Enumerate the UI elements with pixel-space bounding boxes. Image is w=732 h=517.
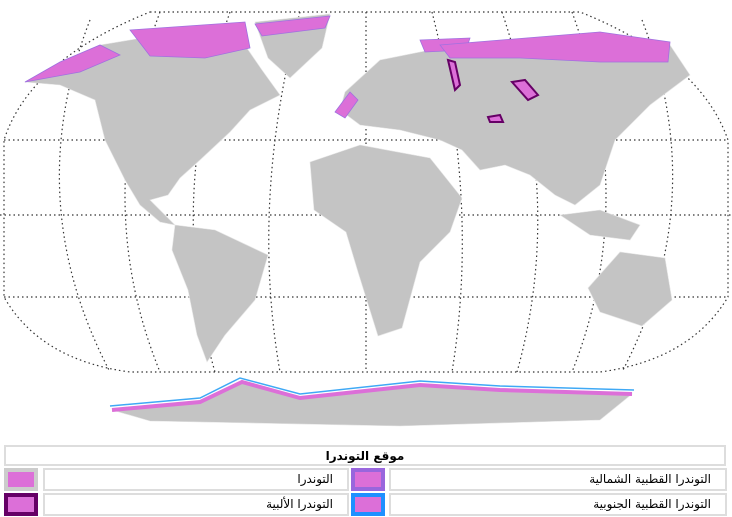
legend-label-arctic-tundra: التوندرا القطبية الشمالية	[389, 468, 727, 491]
legend-swatch-arctic-tundra	[351, 468, 385, 491]
southeast-asia-islands	[559, 209, 641, 241]
antarctic-tundra	[111, 379, 633, 412]
legend-swatch-antarctic-tundra	[351, 493, 385, 516]
australia	[587, 251, 673, 327]
world-map	[0, 11, 732, 427]
legend-swatch-alpine-tundra	[4, 493, 38, 516]
legend-title: موقع التوندرا	[4, 445, 726, 466]
south-america	[171, 224, 269, 363]
legend-label-alpine-tundra: التوندرا الألبية	[43, 493, 349, 516]
africa	[309, 144, 463, 337]
alpine-tundra	[446, 58, 540, 123]
legend-label-antarctic-tundra: التوندرا القطبية الجنوبية	[389, 493, 727, 516]
arctic-tundra	[24, 15, 671, 119]
legend-swatch-tundra	[4, 468, 38, 491]
legend-label-tundra: التوندرا	[43, 468, 349, 491]
land	[24, 13, 691, 427]
